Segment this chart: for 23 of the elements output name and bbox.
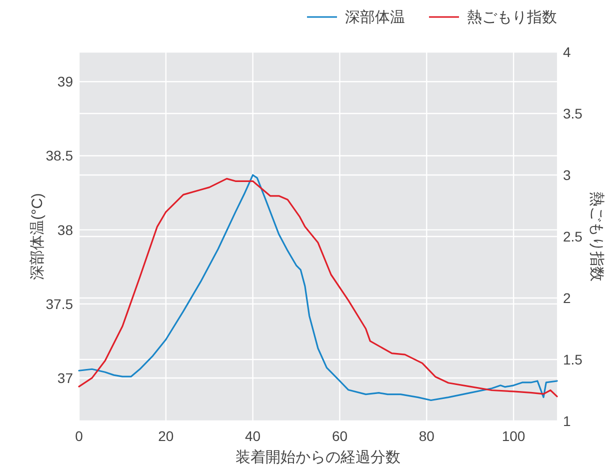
- legend-label: 熱ごもり指数: [467, 9, 557, 26]
- y2-tick-label: 2.5: [563, 228, 583, 244]
- legend-label: 深部体温: [345, 9, 405, 26]
- y2-axis-title: 熱ごもり指数: [588, 192, 605, 282]
- y-tick-label: 39: [57, 74, 74, 90]
- x-tick-label: 100: [502, 428, 526, 444]
- y-tick-label: 38: [57, 222, 74, 238]
- y2-tick-label: 1.5: [563, 352, 583, 368]
- y2-tick-label: 3: [563, 167, 571, 183]
- y-axis-title: 深部体温(°C): [29, 193, 46, 280]
- y-tick-label: 38.5: [46, 148, 74, 164]
- x-tick-label: 0: [75, 428, 84, 444]
- y2-tick-label: 3.5: [563, 106, 583, 122]
- y2-tick-label: 2: [563, 290, 571, 306]
- y-tick-label: 37.5: [46, 296, 74, 312]
- x-tick-label: 60: [332, 428, 348, 444]
- x-axis-title: 装着開始からの経過分数: [236, 449, 400, 465]
- y2-tick-label: 4: [563, 44, 571, 60]
- x-tick-label: 40: [245, 428, 261, 444]
- y2-tick-label: 1: [563, 413, 571, 429]
- x-tick-label: 80: [418, 428, 435, 444]
- y-tick-label: 37: [57, 370, 74, 386]
- x-tick-label: 20: [158, 428, 174, 444]
